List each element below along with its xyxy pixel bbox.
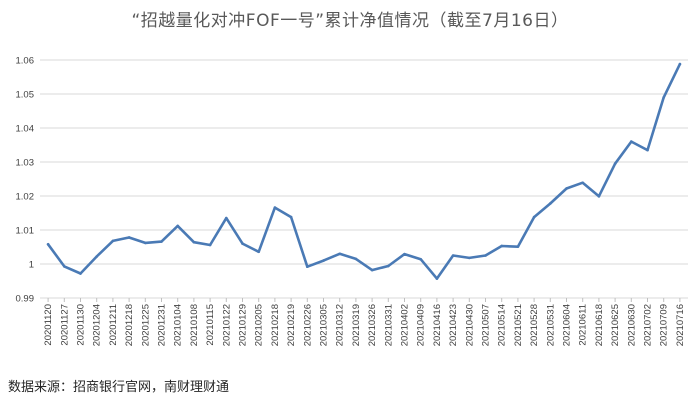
x-tick-label: 20201231 [157,304,168,346]
data-point [95,255,98,258]
data-point [516,245,520,248]
data-point [613,162,617,165]
x-tick-label: 20210423 [448,304,459,346]
data-point [176,224,179,228]
data-point [484,254,487,257]
data-point [46,242,50,246]
data-point [419,257,423,261]
data-point [111,239,115,243]
x-tick-label: 20210108 [189,304,200,346]
x-tick-label: 20201211 [108,304,119,346]
data-point [192,240,196,244]
x-tick-label: 20210514 [497,304,508,346]
y-tick-label: 1.06 [16,56,35,67]
x-tick-label: 20201204 [92,304,103,346]
x-tick-label: 20201225 [140,304,151,346]
x-tick-label: 20201218 [124,304,135,346]
x-tick-label: 20210702 [643,304,654,346]
x-tick-label: 20210312 [335,304,346,346]
data-point [273,206,277,209]
y-tick-label: 1.04 [16,124,35,135]
y-tick-label: 1.02 [16,192,35,203]
data-point [257,250,261,254]
x-tick-label: 20201120 [43,304,54,346]
x-tick-label: 20210331 [383,304,394,346]
x-tick-label: 20210122 [221,304,232,346]
data-point [225,216,228,220]
data-point [127,236,131,239]
x-tick-label: 20210409 [416,304,427,346]
data-point [160,240,163,243]
x-tick-label: 20210430 [464,304,475,346]
data-point [662,96,665,99]
x-tick-label: 20210218 [270,304,281,346]
data-point [370,268,374,272]
x-tick-label: 20210625 [610,304,621,346]
data-point [322,259,325,262]
data-point [565,187,568,190]
y-tick-label: 1.05 [16,90,35,101]
data-point [387,264,390,268]
data-point [468,256,471,260]
series-line [46,62,682,280]
data-point [597,195,601,198]
data-point [549,202,552,205]
data-point [678,62,682,66]
data-point [435,277,439,280]
x-tick-label: 20210305 [319,304,330,346]
data-point [581,181,584,185]
data-point [289,215,293,219]
x-tick-label: 20210319 [351,304,362,346]
data-point [208,243,212,247]
data-point [500,244,504,248]
chart-title: “招越量化对冲FOF一号”累计净值情况（截至7月16日） [131,11,569,31]
y-tick-label: 1.01 [16,226,35,237]
x-tick-label: 20210507 [481,304,492,346]
x-tick-label: 20210611 [578,304,589,346]
data-point [403,252,406,256]
data-point [532,215,536,219]
x-tick-label: 20210528 [529,304,540,346]
y-tick-label: 0.99 [16,294,35,305]
y-tick-label: 1.03 [16,158,35,169]
data-point [79,272,82,275]
x-tick-label: 20210531 [545,304,556,346]
x-tick-label: 20201130 [76,304,87,346]
x-tick-label: 20210604 [562,304,573,346]
x-tick-label: 20210219 [286,304,297,346]
x-tick-label: 20210416 [432,304,443,346]
x-tick-label: 20201127 [59,304,70,346]
data-point [306,265,309,269]
x-tick-label: 20210618 [594,304,605,346]
x-tick-label: 20210129 [238,304,249,346]
x-tick-label: 20210104 [173,304,184,346]
data-point [354,257,358,261]
data-point [144,241,147,245]
x-tick-label: 20210115 [205,304,216,346]
x-tick-label: 20210326 [367,304,378,346]
data-point [630,140,633,143]
x-tick-label: 20210716 [675,304,686,346]
data-point [338,252,342,256]
data-point [241,242,244,245]
x-tick-label: 20210226 [302,304,313,346]
x-tick-label: 20210630 [626,304,637,346]
x-tick-label: 20210521 [513,304,524,346]
x-tick-label: 20210402 [400,304,411,346]
data-point [646,148,649,152]
source-note: 数据来源：招商银行官网，南财理财通 [8,380,230,395]
data-point [63,265,66,268]
data-point [451,254,455,257]
x-tick-label: 20210205 [254,304,265,346]
x-tick-label: 20210709 [659,304,670,346]
y-tick-label: 1 [29,260,34,271]
